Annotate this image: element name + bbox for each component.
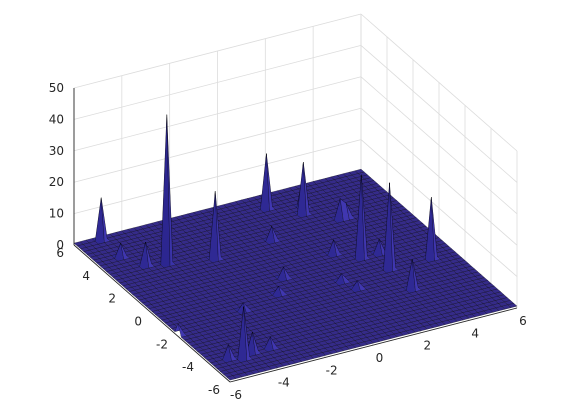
y-tick-label: -4 xyxy=(182,360,194,374)
x-axis-line xyxy=(229,307,518,383)
y-tick-label: 6 xyxy=(56,246,64,260)
y-axis-line xyxy=(73,244,231,383)
grid-line xyxy=(360,107,518,246)
x-tick-label: 0 xyxy=(376,351,384,365)
y-axis-ticks: -6 -4 -2 0 2 4 6 xyxy=(56,246,220,397)
y-tick-label: 2 xyxy=(108,292,116,306)
surface-face xyxy=(507,303,518,308)
grid-line xyxy=(73,76,362,152)
x-tick-label: 6 xyxy=(519,314,527,328)
grid-line xyxy=(360,13,518,152)
z-tick-label: 0 xyxy=(56,238,64,252)
grid-line xyxy=(73,13,362,89)
surface-mesh xyxy=(73,114,518,381)
x-tick-label: -6 xyxy=(230,388,242,402)
grid-line xyxy=(73,139,362,214)
z-tick-label: 50 xyxy=(49,81,64,95)
y-tick-label: -6 xyxy=(208,383,220,397)
y-tick-label: -2 xyxy=(156,337,168,351)
grid-line xyxy=(360,76,518,215)
grid-line xyxy=(73,107,362,183)
grid-line xyxy=(360,45,518,183)
z-tick-label: 20 xyxy=(49,175,64,189)
z-tick-label: 10 xyxy=(49,207,64,221)
x-tick-label: -2 xyxy=(326,363,338,377)
grid-line xyxy=(73,45,362,120)
z-tick-label: 40 xyxy=(49,112,64,126)
z-axis-ticks: 0 10 20 30 40 50 xyxy=(49,81,64,252)
x-tick-label: -4 xyxy=(278,376,290,390)
x-tick-label: 4 xyxy=(471,326,479,340)
y-tick-label: 0 xyxy=(134,315,142,329)
x-axis-ticks: -6 -4 -2 0 2 4 6 xyxy=(230,314,527,402)
grid-line xyxy=(360,139,518,277)
x-tick-label: 2 xyxy=(424,339,432,353)
z-tick-label: 30 xyxy=(49,144,64,158)
y-tick-label: 4 xyxy=(82,269,90,283)
